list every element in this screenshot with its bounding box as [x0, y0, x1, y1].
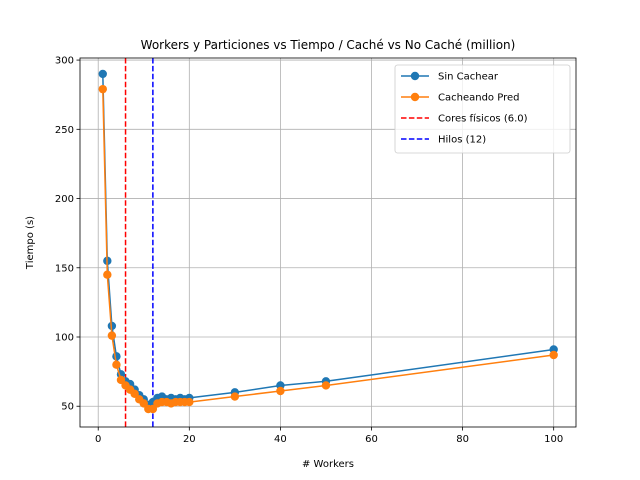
data-point: [321, 381, 331, 390]
y-tick-label: 200: [55, 194, 74, 205]
y-tick-label: 150: [55, 263, 74, 274]
y-tick-label: 300: [55, 56, 74, 67]
legend-marker: [410, 92, 420, 102]
x-tick-label: 100: [544, 434, 563, 445]
data-point: [116, 375, 126, 385]
data-point: [148, 404, 158, 414]
data-point: [98, 69, 107, 79]
x-tick-label: 20: [183, 434, 196, 445]
data-point: [103, 270, 112, 279]
legend-label: Cores físicos (6.0): [438, 113, 528, 125]
y-tick-label: 50: [61, 402, 74, 413]
data-point: [112, 360, 121, 369]
data-point: [130, 389, 139, 398]
x-tick-label: 80: [456, 434, 469, 445]
legend: Sin Cachear Cacheando Pred Cores físicos (…: [394, 64, 571, 154]
y-tick-label: 100: [55, 333, 74, 344]
series-layer: [98, 69, 558, 414]
x-tick-label: 0: [95, 434, 101, 445]
x-axis-label: # Workers: [302, 459, 354, 470]
y-axis-label: Tiempo (s): [25, 216, 36, 270]
y-tick-label: 250: [55, 125, 74, 136]
legend-marker: [410, 71, 420, 81]
data-point: [112, 352, 121, 361]
axis-ticks: 0 20 40 60 80 100 50 100 150 200 250 300: [55, 56, 563, 445]
data-point: [185, 397, 194, 407]
data-point: [549, 350, 558, 360]
legend-label: Sin Cachear: [438, 72, 499, 83]
reference-lines: [124, 58, 154, 427]
data-point: [107, 331, 117, 340]
data-point: [276, 386, 285, 396]
data-point: [98, 84, 107, 94]
legend-box: [394, 64, 571, 154]
data-point: [230, 392, 240, 401]
data-point: [139, 399, 148, 408]
x-tick-label: 60: [365, 434, 378, 445]
x-tick-label: 40: [274, 434, 287, 445]
plot-frame: [79, 57, 577, 428]
legend-label: Cacheando Pred: [438, 93, 519, 104]
chart-title: Workers y Particiones vs Tiempo / Caché …: [141, 38, 516, 52]
legend-label: Hilos (12): [438, 135, 486, 146]
